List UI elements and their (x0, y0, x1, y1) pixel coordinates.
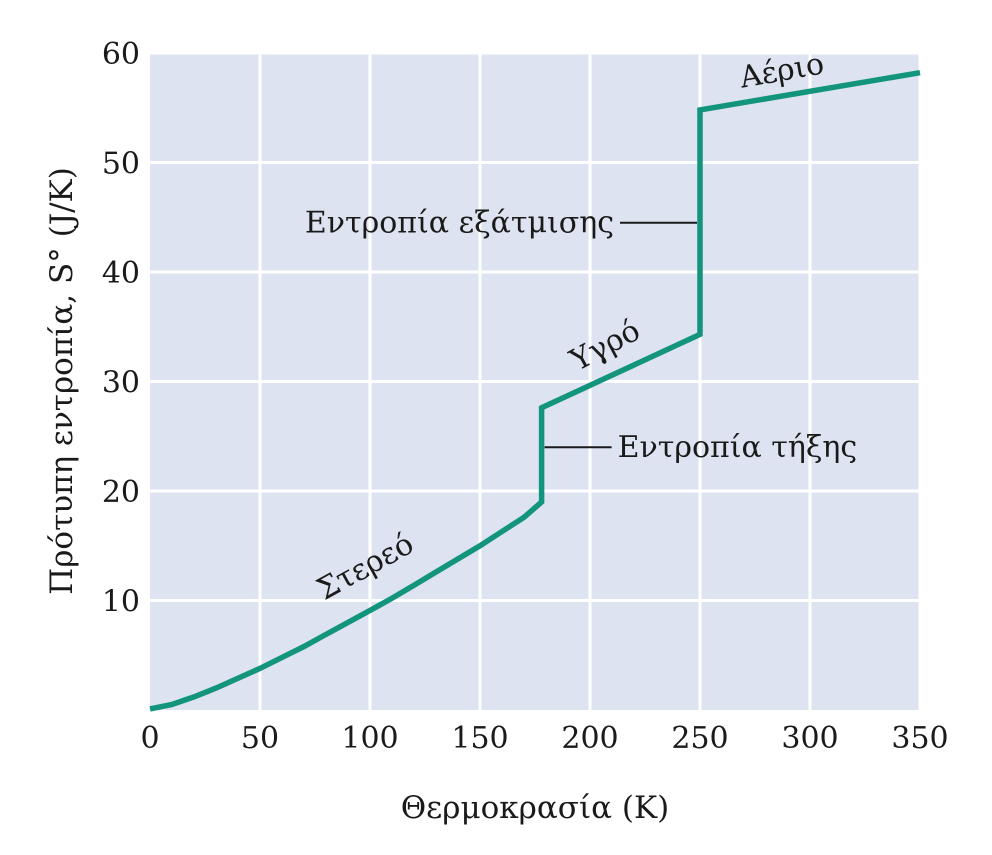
tick-labels: 0 50 100 150 200 250 300 350 10 20 30 40 50 60 (102, 37, 949, 756)
y-tick-label: 10 (102, 585, 140, 620)
entropy-series-line (149, 69, 921, 712)
grid-lines (150, 51, 922, 710)
x-tick-label: 250 (671, 721, 728, 756)
x-tick-label: 300 (781, 721, 838, 756)
y-tick-label: 50 (102, 147, 140, 182)
y-tick-label: 30 (102, 366, 140, 401)
y-tick-label: 20 (102, 475, 140, 510)
callout-lines (544, 221, 697, 449)
x-axis-title: Θερμοκρασία (K) (401, 790, 670, 826)
x-tick-label: 200 (561, 721, 618, 756)
y-tick-label: 60 (102, 37, 140, 72)
x-tick-label: 350 (891, 721, 948, 756)
x-tick-label: 50 (241, 721, 279, 756)
x-tick-label: 150 (451, 721, 508, 756)
annotation-label: Εντροπία τήξης (618, 430, 858, 465)
y-axis-title: Πρότυπη εντροπία, S° (J/K) (44, 167, 80, 595)
y-tick-label: 40 (102, 256, 140, 291)
x-tick-label: 100 (341, 721, 398, 756)
x-tick-label: 0 (140, 721, 159, 756)
annotation-label: Εντροπία εξάτμισης (305, 206, 614, 241)
